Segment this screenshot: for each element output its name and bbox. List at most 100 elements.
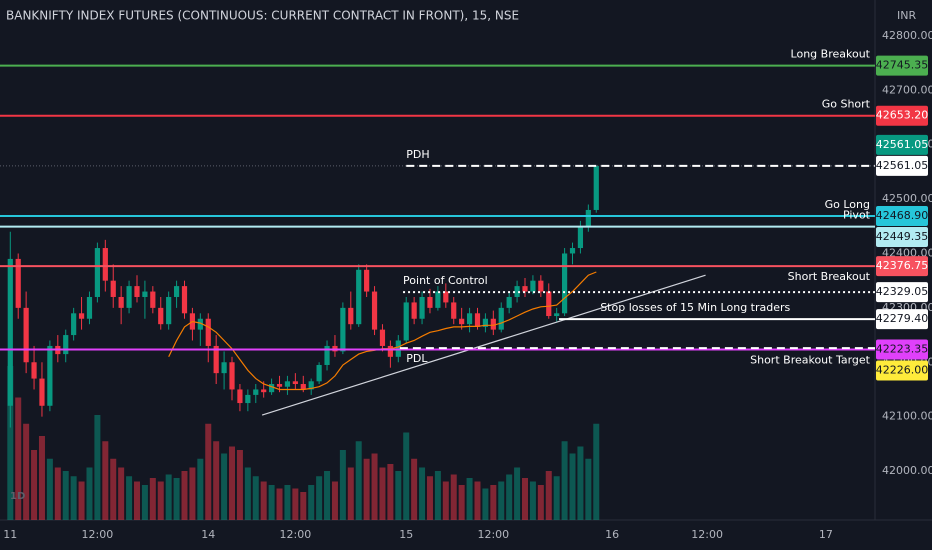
volume-bar <box>522 478 528 520</box>
volume-bar <box>442 481 449 520</box>
candle-body <box>585 209 591 227</box>
volume-bar <box>244 467 251 520</box>
candle-body <box>403 302 409 341</box>
chart-title: BANKNIFTY INDEX FUTURES (CONTINUOUS: CUR… <box>6 9 519 23</box>
volume-bar <box>276 488 283 520</box>
volume-bar <box>434 471 441 520</box>
volume-bar <box>339 450 346 520</box>
volume-bar <box>371 453 378 520</box>
candle-body <box>7 258 13 406</box>
price-tag <box>876 226 928 247</box>
volume-bar <box>86 467 93 520</box>
price-tag-label: 42376.75 <box>876 259 929 272</box>
candle-body <box>554 313 560 317</box>
volume-bar <box>545 471 552 520</box>
candle-body <box>15 258 21 308</box>
candle-body <box>31 362 37 379</box>
volume-bar <box>189 467 196 520</box>
volume-bar <box>316 476 323 520</box>
price-tag-label: 42468.90 <box>876 209 929 222</box>
candle-body <box>514 286 520 297</box>
volume-bar <box>197 458 204 520</box>
volume-bar <box>498 481 505 520</box>
volume-bar <box>78 481 85 520</box>
volume-bar <box>395 471 402 520</box>
price-tag <box>876 205 928 226</box>
candle-body <box>86 296 93 319</box>
candle-body <box>158 307 164 325</box>
volume-bar <box>260 481 267 520</box>
candle-body <box>474 313 481 327</box>
candle-body <box>498 307 504 330</box>
price-tag-label: 42329.05 <box>876 285 929 298</box>
volume-bar <box>411 458 418 520</box>
volume-bar <box>236 450 243 520</box>
volume-bar <box>221 453 228 520</box>
volume-bar <box>173 478 180 520</box>
volume-bar <box>490 485 497 520</box>
x-tick-label: 11 <box>3 528 17 541</box>
candle-body <box>411 302 417 319</box>
volume-bar <box>466 478 473 520</box>
candle-body <box>63 335 69 355</box>
candle-body <box>94 248 100 297</box>
candle-body <box>348 307 354 325</box>
volume-bar <box>205 423 212 520</box>
candle-body <box>166 296 172 325</box>
candle-body <box>213 345 219 374</box>
volume-bar <box>118 467 125 520</box>
candle-body <box>110 280 116 297</box>
candle-body <box>459 318 465 325</box>
candle-body <box>522 286 528 292</box>
volume-bar <box>347 467 354 520</box>
candle-body <box>490 318 496 330</box>
candle-body <box>538 280 544 292</box>
y-tick-label: 42800.00 <box>882 29 932 42</box>
candle-body <box>316 364 322 382</box>
candle-body <box>482 318 489 327</box>
candle-body <box>292 381 298 385</box>
volume-bar <box>133 481 140 520</box>
volume-bar <box>419 467 426 520</box>
x-tick-label: 12:00 <box>691 528 723 541</box>
volume-bar <box>426 476 433 520</box>
price-tag <box>876 339 928 360</box>
candle-body <box>197 318 203 330</box>
level-label: PDL <box>406 352 428 365</box>
candle-body <box>387 345 393 357</box>
volume-bar <box>31 450 38 520</box>
candle-body <box>593 165 599 210</box>
candle-body <box>324 345 330 365</box>
volume-bar <box>284 485 291 520</box>
candle-body <box>451 302 457 319</box>
volume-bar <box>403 432 410 520</box>
candle-layer <box>7 165 599 428</box>
currency: INR <box>897 9 916 22</box>
x-tick-label: 17 <box>819 528 833 541</box>
volume-bar <box>458 485 465 520</box>
volume-bar <box>379 467 386 520</box>
trendline <box>261 274 706 416</box>
candle-body <box>379 329 386 346</box>
candle-body <box>284 381 291 387</box>
volume-bar <box>593 423 600 520</box>
x-tick-label: 12:00 <box>280 528 312 541</box>
candle-body <box>427 296 433 308</box>
volume-bar <box>38 436 45 520</box>
level-label: Short Breakout <box>788 270 871 283</box>
y-tick-label: 42700.00 <box>882 83 932 96</box>
x-tick-label: 12:00 <box>82 528 114 541</box>
volume-bar <box>292 488 299 520</box>
volume-bar <box>15 397 22 520</box>
candle-body <box>308 381 314 390</box>
volume-bar <box>355 441 362 520</box>
volume-bar <box>308 485 315 520</box>
candle-body <box>419 296 425 319</box>
volume-bar <box>561 441 568 520</box>
candle-body <box>102 248 108 281</box>
candle-body <box>126 286 132 308</box>
volume-bar <box>181 471 188 520</box>
